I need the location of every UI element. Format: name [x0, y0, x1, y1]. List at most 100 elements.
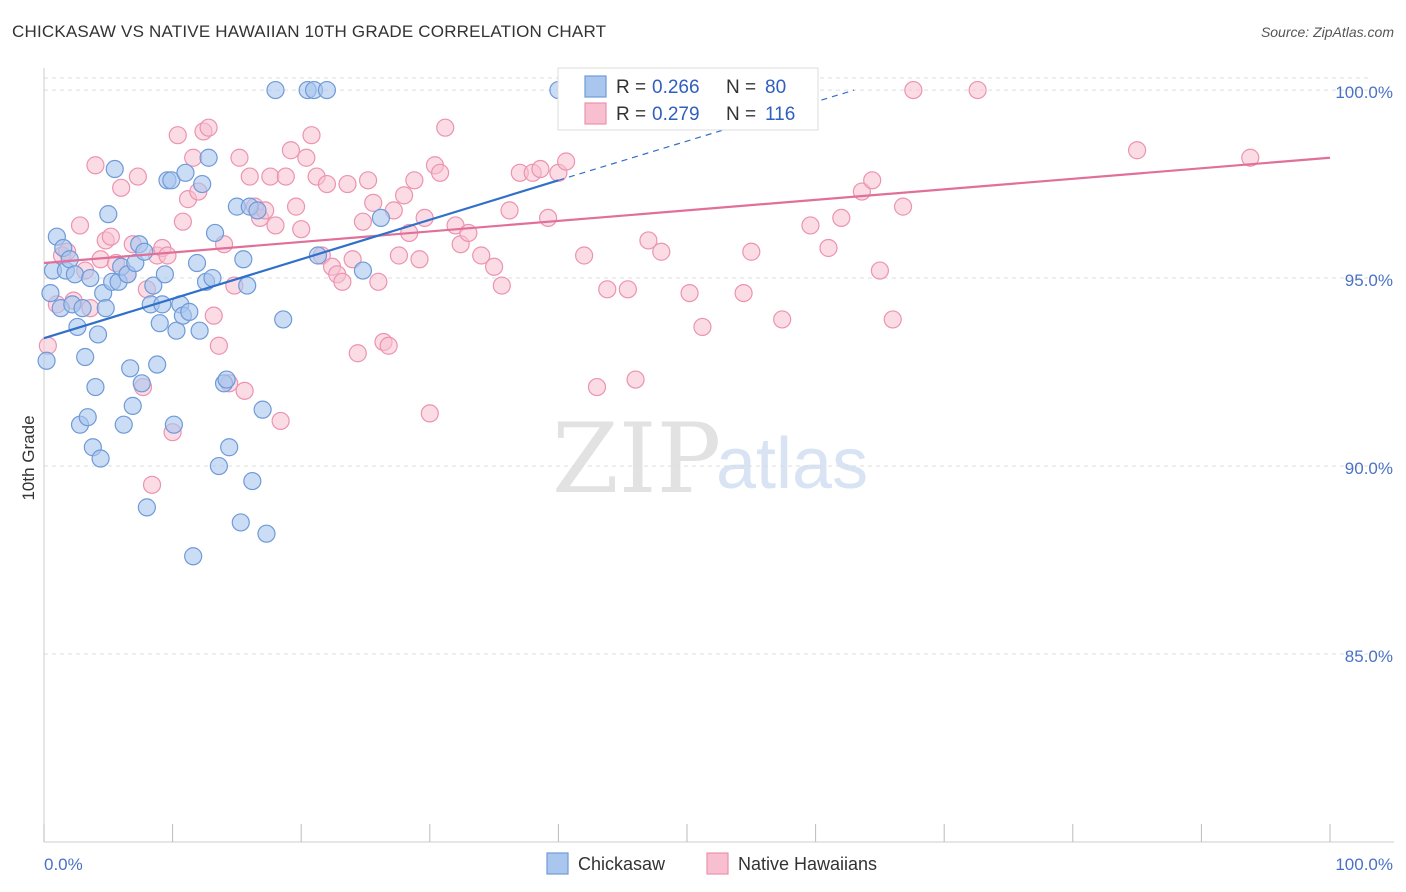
chickasaw-point-21	[96, 299, 115, 318]
series-chickasaw	[37, 80, 568, 566]
hawaiian-point-94	[618, 280, 637, 299]
chickasaw-point-35	[137, 498, 156, 517]
chickasaw-point-68	[248, 201, 267, 220]
grid-lines	[44, 77, 1370, 655]
chickasaw-point-19	[91, 449, 110, 468]
axes	[43, 68, 1394, 843]
hawaiian-point-8	[86, 156, 105, 175]
hawaiian-point-68	[394, 186, 414, 205]
chickasaw-point-44	[164, 415, 183, 434]
x-tick-label-1: 100.0%	[1335, 855, 1393, 874]
hawaiian-point-96	[639, 231, 658, 250]
chickasaw-point-75	[308, 246, 328, 265]
chickasaw-n-value: 80	[765, 77, 786, 98]
hawaiian-point-57	[338, 174, 357, 194]
hawaiian-trend-line	[43, 156, 1331, 265]
hawaiian-point-44	[271, 411, 290, 431]
stats-legend: R = 0.266 N = 80 R = 0.279 N = 116	[557, 67, 819, 131]
hawaiian-point-115	[1241, 148, 1260, 167]
chickasaw-point-34	[135, 242, 154, 261]
chickasaw-point-1	[41, 283, 60, 303]
hawaiian-point-98	[680, 283, 699, 303]
hawaiian-point-102	[773, 310, 792, 329]
hawaiian-bottom-label: Native Hawaiians	[738, 854, 877, 874]
hawaiian-point-73	[420, 404, 439, 423]
hawaiian-point-22	[158, 246, 177, 265]
hawaiian-point-97	[652, 242, 671, 261]
x-tick-labels: 0.0% 100.0%	[44, 855, 1393, 874]
chickasaw-point-52	[190, 321, 209, 340]
chickasaw-point-50	[184, 547, 203, 566]
chickasaw-point-7	[60, 250, 79, 269]
chickasaw-point-0	[37, 351, 56, 370]
chickasaw-point-22	[99, 205, 118, 224]
chickasaw-point-57	[205, 223, 225, 243]
hawaiian-point-36	[230, 148, 249, 167]
hawaiian-point-19	[142, 475, 162, 494]
hawaiian-point-82	[492, 276, 511, 295]
chickasaw-point-43	[162, 171, 181, 190]
chickasaw-point-55	[199, 148, 218, 167]
hawaiian-point-46	[281, 141, 301, 160]
hawaiian-point-71	[410, 250, 429, 269]
hawaiian-legend-swatch	[584, 102, 607, 125]
hawaiian-point-100	[734, 283, 753, 303]
chickasaw-point-12	[73, 299, 92, 318]
hawaiian-point-0	[38, 336, 57, 355]
chickasaw-point-72	[274, 310, 293, 329]
hawaiian-point-32	[209, 336, 228, 355]
hawaiian-point-59	[348, 344, 367, 363]
chickasaw-point-13	[76, 347, 95, 367]
hawaiian-point-81	[485, 257, 504, 276]
chickasaw-point-58	[209, 456, 228, 476]
hawaiian-point-80	[472, 246, 491, 265]
chickasaw-point-53	[193, 174, 212, 194]
watermark-zip: ZIP	[552, 403, 721, 515]
hawaiian-point-63	[369, 272, 388, 291]
hawaiian-point-106	[832, 208, 851, 228]
chickasaw-point-77	[353, 261, 373, 280]
chickasaw-point-33	[132, 374, 151, 393]
hawaiian-point-75	[430, 163, 450, 182]
hawaiian-point-43	[266, 216, 285, 235]
hawaiian-point-61	[358, 171, 378, 190]
hawaiian-point-108	[863, 171, 882, 190]
chickasaw-point-70	[257, 524, 276, 543]
chickasaw-point-29	[121, 359, 140, 378]
hawaiian-point-25	[173, 212, 192, 231]
chickasaw-point-78	[371, 208, 391, 228]
hawaiian-point-42	[261, 167, 280, 186]
chickasaw-trend-line	[43, 179, 559, 340]
hawaiian-point-24	[168, 126, 187, 145]
hawaiian-point-109	[870, 261, 890, 280]
chickasaw-point-17	[86, 377, 105, 397]
hawaiian-point-53	[317, 174, 337, 194]
hawaiian-point-76	[436, 118, 455, 137]
y-tick-label-0: 85.0%	[1345, 647, 1393, 666]
hawaiian-point-11	[101, 227, 120, 246]
hawaiian-point-87	[539, 208, 558, 228]
hawaiian-r-label: R =	[616, 104, 646, 125]
chickasaw-point-49	[180, 302, 199, 321]
hawaiian-point-37	[235, 381, 254, 400]
hawaiian-point-101	[742, 242, 761, 261]
chickasaw-r-value: 0.266	[652, 77, 700, 98]
hawaiian-point-95	[626, 370, 645, 389]
series-legend: Chickasaw Native Hawaiians	[546, 852, 877, 875]
hawaiian-point-27	[184, 148, 203, 167]
hawaiian-point-110	[883, 310, 902, 329]
chickasaw-point-65	[238, 276, 257, 295]
hawaiian-n-value: 116	[765, 104, 795, 125]
hawaiian-point-50	[302, 126, 321, 145]
y-axis-label: 10th Grade	[19, 415, 38, 500]
hawaiian-point-89	[557, 152, 576, 171]
y-tick-label-1: 90.0%	[1345, 459, 1393, 478]
watermark-atlas: atlas	[716, 424, 868, 504]
hawaiian-point-56	[333, 272, 352, 291]
hawaiian-point-91	[587, 377, 607, 397]
chickasaw-n-label: N =	[726, 77, 756, 98]
hawaiian-point-83	[500, 201, 519, 220]
hawaiian-point-105	[819, 238, 838, 258]
chart-title: CHICKASAW VS NATIVE HAWAIIAN 10TH GRADE …	[12, 22, 607, 41]
